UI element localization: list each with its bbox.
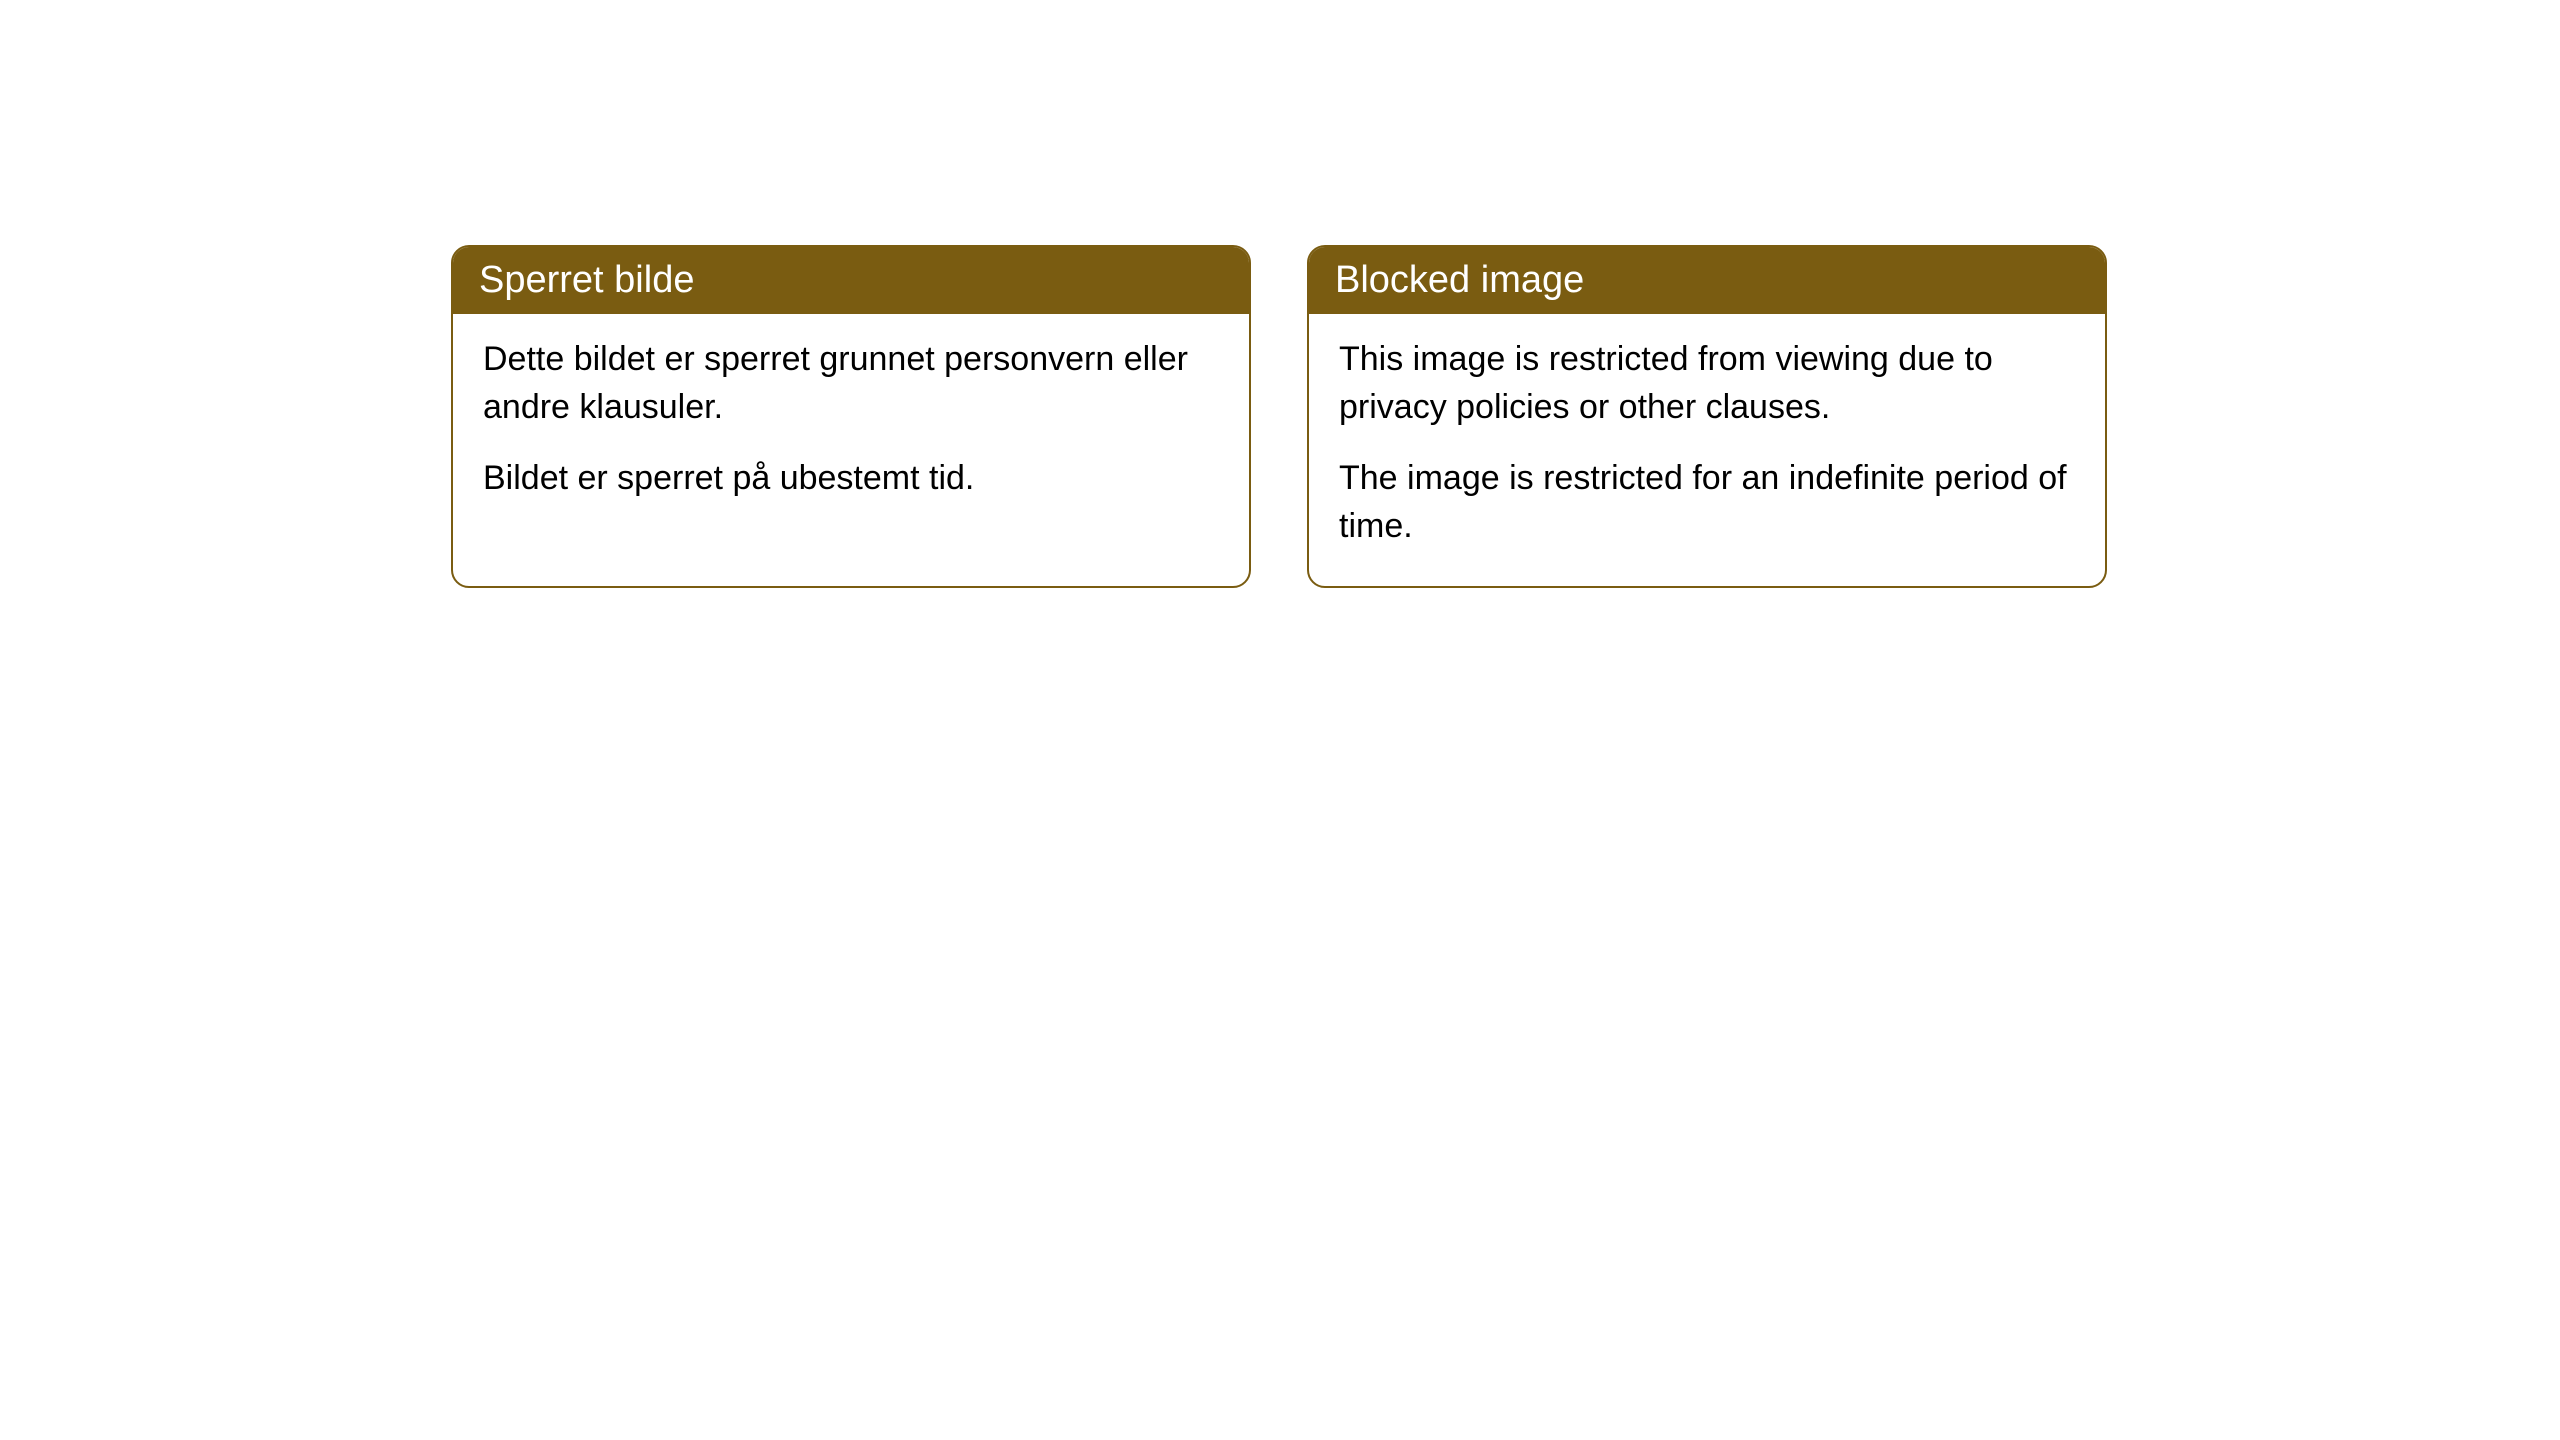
card-body-english: This image is restricted from viewing du… <box>1309 314 2105 586</box>
card-paragraph: The image is restricted for an indefinit… <box>1339 455 2075 550</box>
card-body-norwegian: Dette bildet er sperret grunnet personve… <box>453 314 1249 539</box>
card-paragraph: This image is restricted from viewing du… <box>1339 336 2075 431</box>
card-paragraph: Dette bildet er sperret grunnet personve… <box>483 336 1219 431</box>
card-english: Blocked image This image is restricted f… <box>1307 245 2107 588</box>
cards-container: Sperret bilde Dette bildet er sperret gr… <box>451 245 2107 588</box>
card-title: Sperret bilde <box>479 259 694 301</box>
card-header-english: Blocked image <box>1309 247 2105 314</box>
card-paragraph: Bildet er sperret på ubestemt tid. <box>483 455 1219 503</box>
card-title: Blocked image <box>1335 259 1584 301</box>
card-norwegian: Sperret bilde Dette bildet er sperret gr… <box>451 245 1251 588</box>
card-header-norwegian: Sperret bilde <box>453 247 1249 314</box>
